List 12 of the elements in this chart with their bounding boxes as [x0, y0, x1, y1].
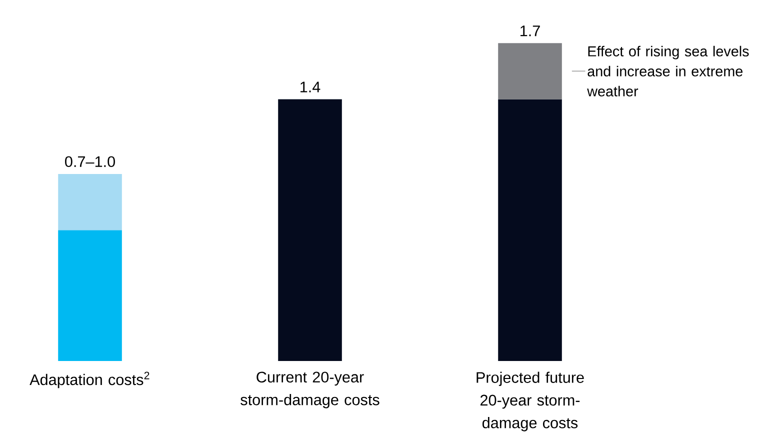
x-tick-label: Projected future 20-year storm-damage costs: [476, 372, 584, 432]
bar: [498, 43, 562, 100]
bar: [58, 174, 122, 230]
bar: [498, 99, 562, 361]
total-label: 0.7–1.0: [65, 156, 115, 168]
x-tick-label: Current 20-year storm-damage costs: [240, 372, 380, 408]
data-label: 1.4: [300, 82, 320, 92]
bar: [58, 230, 122, 361]
total-label: 1.7: [520, 26, 540, 36]
x-tick-label: Adaptation costs$^{2}$: [30, 372, 150, 388]
annotation: Effect of rising sea levels and increase in extreme weather: [587, 46, 749, 96]
bar: [278, 99, 342, 361]
